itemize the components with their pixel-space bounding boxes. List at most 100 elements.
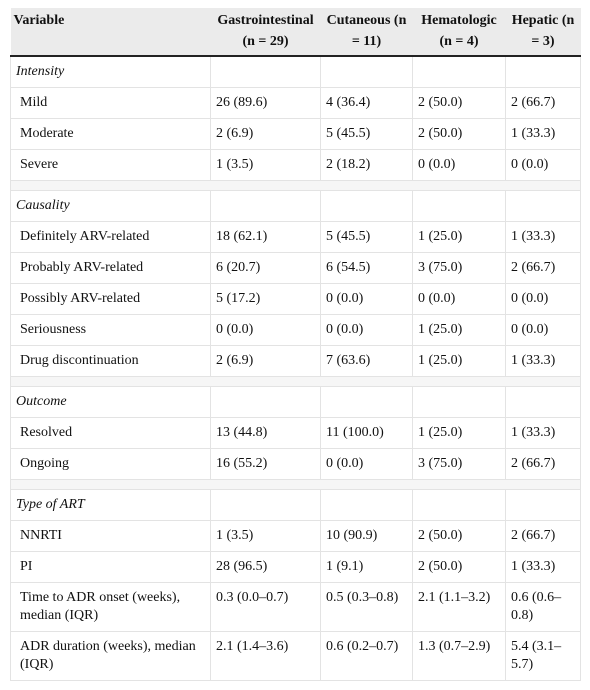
value-cell: 13 (44.8) (210, 417, 321, 449)
section-row: Outcome (10, 386, 581, 418)
value-cell: 1 (9.1) (320, 551, 413, 583)
data-row: NNRTI 1 (3.5) 10 (90.9) 2 (50.0) 2 (66.7) (10, 520, 581, 552)
value-cell: 2 (50.0) (412, 118, 506, 150)
value-cell: 1 (25.0) (412, 221, 506, 253)
value-cell: 0.6 (0.6–0.8) (505, 582, 581, 632)
data-row: Severe 1 (3.5) 2 (18.2) 0 (0.0) 0 (0.0) (10, 149, 581, 181)
value-cell: 1 (33.3) (505, 551, 581, 583)
empty-cell (320, 55, 413, 88)
empty-cell (210, 55, 321, 88)
value-cell: 0 (0.0) (320, 314, 413, 346)
value-cell: 16 (55.2) (210, 448, 321, 480)
empty-cell (412, 190, 506, 222)
column-count: (n = 11) (351, 13, 407, 49)
value-cell: 28 (96.5) (210, 551, 321, 583)
value-cell: 2.1 (1.4–3.6) (210, 631, 321, 681)
empty-cell (505, 489, 581, 521)
header-cell: Gastrointestinal (n = 29) (210, 8, 321, 57)
value-cell: 4 (36.4) (320, 87, 413, 119)
column-name: Hematologic (421, 13, 497, 28)
value-cell: 1 (33.3) (505, 417, 581, 449)
data-row: Definitely ARV-related 18 (62.1) 5 (45.5) 1… (10, 221, 581, 253)
column-count: (n = 29) (242, 34, 289, 49)
column-name: Gastrointestinal (217, 13, 314, 28)
value-cell: 1 (3.5) (210, 149, 321, 181)
value-cell: 2 (66.7) (505, 520, 581, 552)
data-row: ADR duration (weeks), median (IQR) 2.1 (1… (10, 631, 581, 681)
value-cell: 0 (0.0) (505, 149, 581, 181)
column-name: Hepatic (511, 13, 559, 28)
section-row: Intensity (10, 55, 581, 88)
value-cell: 2 (66.7) (505, 87, 581, 119)
value-cell: 0 (0.0) (210, 314, 321, 346)
spacer-row (10, 376, 581, 387)
row-label: Definitely ARV-related (10, 221, 211, 253)
data-row: Probably ARV-related 6 (20.7) 6 (54.5) 3 (7… (10, 252, 581, 284)
empty-cell (505, 190, 581, 222)
value-cell: 10 (90.9) (320, 520, 413, 552)
value-cell: 3 (75.0) (412, 448, 506, 480)
spacer-row (10, 180, 581, 191)
data-row: Ongoing 16 (55.2) 0 (0.0) 3 (75.0) 2 (66.7) (10, 448, 581, 480)
value-cell: 5 (45.5) (320, 221, 413, 253)
value-cell: 1 (3.5) (210, 520, 321, 552)
row-label: Severe (10, 149, 211, 181)
row-label: NNRTI (10, 520, 211, 552)
data-row: Moderate 2 (6.9) 5 (45.5) 2 (50.0) 1 (33.3) (10, 118, 581, 150)
data-row: Mild 26 (89.6) 4 (36.4) 2 (50.0) 2 (66.7) (10, 87, 581, 119)
section-title: Type of ART (10, 489, 211, 521)
empty-cell (412, 55, 506, 88)
header-cell: Hepatic (n = 3) (505, 8, 581, 57)
value-cell: 0 (0.0) (320, 283, 413, 315)
table-body: Intensity Mild 26 (89.6) 4 (36.4) 2 (50.0) 2 … (10, 55, 581, 681)
value-cell: 0 (0.0) (505, 314, 581, 346)
data-table: Variable Gastrointestinal (n = 29) Cutane… (10, 8, 581, 681)
data-row: Resolved 13 (44.8) 11 (100.0) 1 (25.0) 1 (33… (10, 417, 581, 449)
row-label: Drug discontinuation (10, 345, 211, 377)
value-cell: 1 (25.0) (412, 314, 506, 346)
value-cell: 18 (62.1) (210, 221, 321, 253)
row-label: PI (10, 551, 211, 583)
spacer-row (10, 479, 581, 490)
column-count: (n = 3) (531, 13, 575, 49)
value-cell: 2 (50.0) (412, 551, 506, 583)
row-label: Resolved (10, 417, 211, 449)
spacer-cell (10, 376, 581, 387)
value-cell: 5.4 (3.1–5.7) (505, 631, 581, 681)
value-cell: 0 (0.0) (412, 283, 506, 315)
empty-cell (412, 489, 506, 521)
section-row: Type of ART (10, 489, 581, 521)
value-cell: 0.6 (0.2–0.7) (320, 631, 413, 681)
value-cell: 0 (0.0) (412, 149, 506, 181)
row-label: Possibly ARV-related (10, 283, 211, 315)
value-cell: 26 (89.6) (210, 87, 321, 119)
value-cell: 1.3 (0.7–2.9) (412, 631, 506, 681)
data-row: Seriousness 0 (0.0) 0 (0.0) 1 (25.0) 0 (0.0) (10, 314, 581, 346)
value-cell: 2 (18.2) (320, 149, 413, 181)
empty-cell (210, 489, 321, 521)
header-cell: Variable (10, 8, 211, 57)
value-cell: 2 (6.9) (210, 345, 321, 377)
value-cell: 0.3 (0.0–0.7) (210, 582, 321, 632)
value-cell: 0 (0.0) (505, 283, 581, 315)
section-row: Causality (10, 190, 581, 222)
value-cell: 11 (100.0) (320, 417, 413, 449)
value-cell: 7 (63.6) (320, 345, 413, 377)
empty-cell (412, 386, 506, 418)
value-cell: 5 (17.2) (210, 283, 321, 315)
empty-cell (505, 55, 581, 88)
value-cell: 2 (66.7) (505, 252, 581, 284)
table-head: Variable Gastrointestinal (n = 29) Cutane… (10, 8, 581, 57)
row-label: ADR duration (weeks), median (IQR) (10, 631, 211, 681)
section-title: Causality (10, 190, 211, 222)
data-row: Possibly ARV-related 5 (17.2) 0 (0.0) 0 (0.… (10, 283, 581, 315)
data-row: Time to ADR onset (weeks), median (IQR) 0… (10, 582, 581, 632)
data-row: PI 28 (96.5) 1 (9.1) 2 (50.0) 1 (33.3) (10, 551, 581, 583)
value-cell: 6 (54.5) (320, 252, 413, 284)
empty-cell (210, 190, 321, 222)
data-row: Drug discontinuation 2 (6.9) 7 (63.6) 1 (25… (10, 345, 581, 377)
value-cell: 2 (50.0) (412, 520, 506, 552)
column-count: (n = 4) (439, 34, 479, 49)
empty-cell (210, 386, 321, 418)
value-cell: 0.5 (0.3–0.8) (320, 582, 413, 632)
